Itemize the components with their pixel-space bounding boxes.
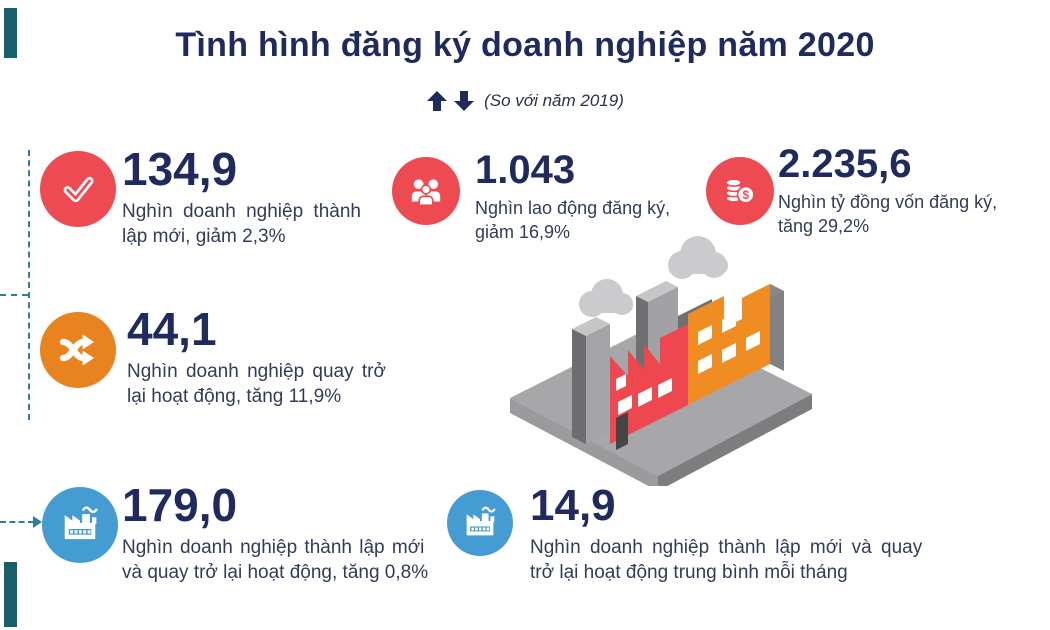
dashed-arrow-line [0, 521, 34, 523]
red-factory-building [572, 317, 688, 450]
stat-description: Nghìn doanh nghiệp thành lập mới và quay… [122, 537, 429, 584]
stat-registered-capital: 2.235,6 Nghìn tỷ đồng vốn đăng ký, tăng … [778, 144, 997, 239]
stat-registered-labor: 1.043 Nghìn lao động đăng ký, giảm 16,9% [475, 150, 670, 245]
dashed-connector-horizontal [0, 294, 28, 296]
stat-description: Nghìn doanh nghiệp thành lập mới và quay… [530, 537, 923, 584]
page-title: Tình hình đăng ký doanh nghiệp năm 2020 [175, 26, 875, 64]
stat-registered-labor-badge [392, 157, 460, 225]
factory-icon [466, 506, 496, 536]
dashed-connector-vertical [28, 150, 30, 420]
stat-description: Nghìn doanh nghiệp thành lập mới, giảm 2… [122, 201, 361, 248]
comparison-note: (So với năm 2019) [484, 91, 624, 110]
left-edge-bar-top [4, 8, 17, 58]
dashed-arrowhead-icon [33, 516, 42, 528]
comparison-note-row: (So với năm 2019) [0, 90, 1050, 112]
orange-factory-building [688, 284, 784, 405]
people-icon [411, 179, 441, 207]
stat-description: Nghìn tỷ đồng vốn đăng ký, tăng 29,2% [778, 192, 998, 236]
factory-icon [64, 506, 98, 540]
stat-value: 1.043 [475, 148, 576, 192]
stat-description: Nghìn lao động đăng ký, giảm 16,9% [475, 198, 671, 242]
stat-total-new-returning: 179,0 Nghìn doanh nghiệp thành lập mới v… [122, 482, 428, 586]
svg-text:$: $ [743, 190, 750, 202]
shuffle-icon [59, 334, 95, 366]
stat-total-new-returning-badge [42, 487, 118, 563]
coins-icon: $ [725, 178, 755, 204]
isometric-factory-buildings-illustration [510, 236, 812, 486]
stat-description: Nghìn doanh nghiệp quay trở lại hoạt độn… [127, 361, 386, 408]
up-arrow-icon [427, 91, 448, 111]
check-icon [63, 176, 94, 203]
stat-value: 44,1 [127, 303, 217, 355]
stat-value: 14,9 [530, 481, 616, 530]
stat-new-enterprises-badge [40, 151, 116, 227]
stat-value: 179,0 [122, 479, 238, 531]
down-arrow-icon [454, 91, 475, 111]
stat-monthly-average-badge [447, 490, 513, 556]
stat-returning-enterprises: 44,1 Nghìn doanh nghiệp quay trở lại hoạ… [127, 306, 386, 410]
stat-value: 2.235,6 [778, 142, 912, 186]
stat-new-enterprises: 134,9 Nghìn doanh nghiệp thành lập mới, … [122, 146, 361, 250]
stat-value: 134,9 [122, 143, 238, 195]
stat-monthly-average: 14,9 Nghìn doanh nghiệp thành lập mới và… [530, 484, 922, 586]
stat-returning-enterprises-badge [40, 312, 116, 388]
cloud-icon [668, 236, 728, 279]
cloud-icon [579, 279, 633, 317]
left-edge-bar-bottom [4, 562, 17, 627]
stat-registered-capital-badge: $ [706, 157, 774, 225]
